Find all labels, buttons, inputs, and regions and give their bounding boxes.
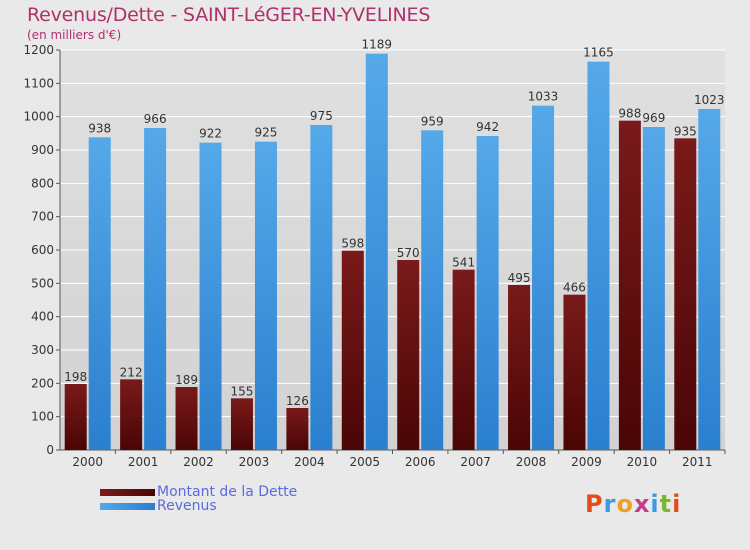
x-tick-label: 2009 (571, 455, 602, 469)
data-label-debt: 570 (397, 246, 420, 260)
data-label-debt: 988 (618, 107, 641, 121)
data-label-revenue: 925 (255, 126, 278, 140)
y-tick-label: 900 (31, 143, 54, 157)
data-label-debt: 126 (286, 394, 309, 408)
bar-debt (508, 285, 531, 450)
data-label-debt: 198 (64, 370, 87, 384)
x-tick-label: 2006 (405, 455, 436, 469)
data-label-revenue: 1189 (362, 38, 393, 52)
data-label-debt: 155 (231, 384, 254, 398)
legend-label-debt: Montant de la Dette (157, 484, 298, 500)
bar-revenue (532, 105, 555, 451)
logo-letter: i (672, 490, 682, 518)
y-tick-label: 700 (31, 210, 54, 224)
x-tick-label: 2011 (682, 455, 713, 469)
bar-debt (397, 260, 420, 450)
data-label-debt: 935 (674, 124, 697, 138)
bar-revenue (421, 130, 444, 451)
data-label-revenue: 1033 (528, 90, 559, 104)
bar-debt (563, 294, 586, 450)
x-tick-label: 2010 (627, 455, 658, 469)
legend-swatch-revenue (100, 502, 155, 510)
chart-title: Revenus/Dette - SAINT-LéGER-EN-YVELINES (27, 4, 431, 26)
y-tick-label: 800 (31, 176, 54, 190)
x-tick-label: 2001 (128, 455, 159, 469)
data-label-debt: 189 (175, 373, 198, 387)
bar-revenue (365, 53, 388, 451)
x-tick-label: 2007 (460, 455, 491, 469)
legend-label-revenue: Revenus (157, 498, 217, 514)
data-label-revenue: 966 (144, 112, 167, 126)
bar-revenue (587, 61, 610, 451)
logo-letter: i (650, 490, 660, 518)
y-tick-label: 1000 (23, 110, 54, 124)
bar-debt (230, 398, 253, 450)
x-tick-label: 2000 (72, 455, 103, 469)
legend-item-debt: Montant de la Dette (100, 484, 298, 500)
legend: Montant de la Dette Revenus (100, 484, 298, 514)
data-label-debt: 466 (563, 281, 586, 295)
data-label-revenue: 969 (642, 111, 665, 125)
bar-debt (674, 138, 697, 451)
logo-letter: t (659, 490, 673, 518)
bar-revenue (88, 137, 111, 451)
data-label-revenue: 975 (310, 109, 333, 123)
y-tick-label: 1200 (23, 43, 54, 57)
y-tick-label: 600 (31, 243, 54, 257)
logo-letter: x (633, 490, 651, 518)
bar-revenue (642, 127, 665, 450)
bar-debt (120, 379, 143, 450)
y-tick-label: 300 (31, 343, 54, 357)
data-label-revenue: 922 (199, 127, 222, 141)
logo-letter: P (585, 490, 604, 518)
x-tick-label: 2005 (350, 455, 381, 469)
y-tick-label: 1100 (23, 76, 54, 90)
y-tick-label: 500 (31, 276, 54, 290)
bar-revenue (254, 141, 277, 450)
legend-item-revenue: Revenus (100, 498, 297, 514)
x-tick-label: 2002 (183, 455, 214, 469)
bar-debt (286, 408, 309, 450)
data-label-debt: 495 (508, 271, 531, 285)
bar-revenue (199, 142, 222, 450)
bar-debt (341, 250, 364, 450)
y-tick-label: 400 (31, 310, 54, 324)
logo-letter: o (616, 490, 634, 518)
data-label-debt: 598 (341, 237, 364, 251)
bar-revenue (144, 128, 167, 450)
x-tick-label: 2004 (294, 455, 325, 469)
logo-letter: r (603, 490, 617, 518)
chart-subtitle: (en milliers d'€) (27, 28, 122, 42)
bar-revenue (310, 125, 333, 450)
data-label-revenue: 942 (476, 120, 499, 134)
proxiti-logo: Proxiti (585, 490, 681, 518)
x-tick-label: 2008 (516, 455, 547, 469)
bar-debt (175, 387, 198, 450)
data-label-debt: 541 (452, 256, 475, 270)
y-tick-label: 0 (46, 443, 54, 457)
y-tick-label: 100 (31, 410, 54, 424)
bar-debt (64, 384, 87, 450)
data-label-revenue: 1023 (694, 93, 725, 107)
data-label-revenue: 1165 (583, 46, 614, 60)
bar-revenue (698, 109, 721, 450)
data-label-revenue: 938 (88, 121, 111, 135)
y-tick-label: 200 (31, 376, 54, 390)
x-tick-label: 2003 (239, 455, 270, 469)
bar-debt (452, 269, 475, 450)
legend-swatch-debt (100, 488, 155, 496)
data-label-revenue: 959 (421, 114, 444, 128)
bar-debt (618, 120, 641, 451)
bar-revenue (476, 136, 499, 450)
data-label-debt: 212 (120, 365, 143, 379)
